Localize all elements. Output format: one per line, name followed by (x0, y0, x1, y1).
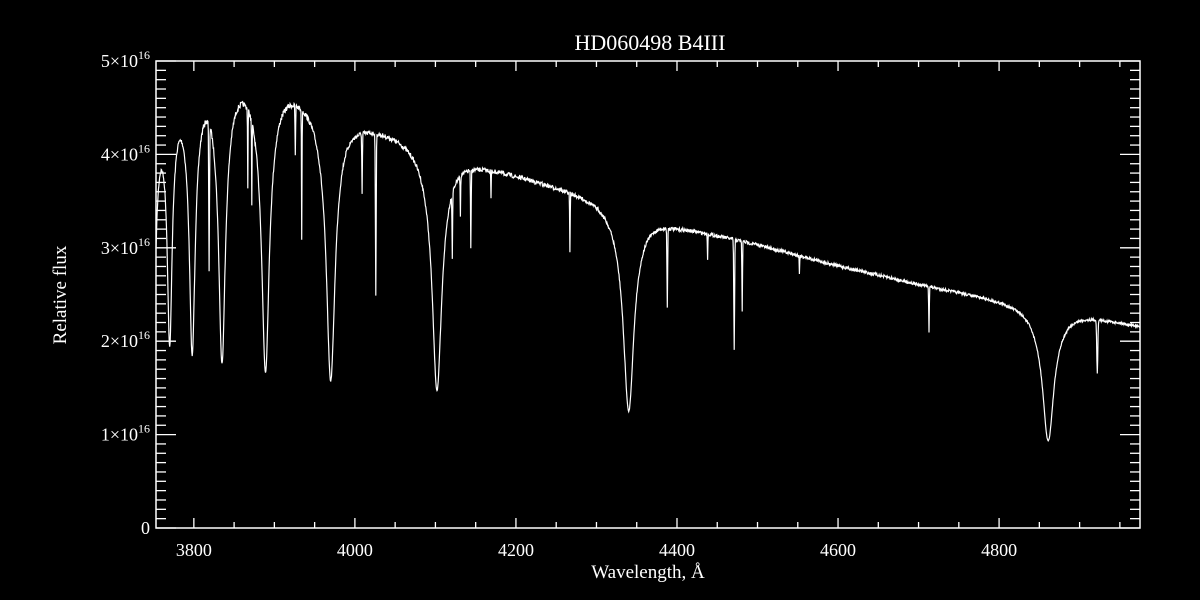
x-tick-label: 4200 (498, 540, 534, 560)
y-tick-label: 5×1016 (101, 48, 150, 71)
y-tick-label: 0 (141, 518, 150, 538)
x-tick-label: 4400 (659, 540, 695, 560)
x-axis-label: Wavelength, Å (591, 562, 705, 583)
y-tick-label: 1×1016 (101, 422, 150, 445)
axis-ticks (156, 60, 1140, 529)
spectrum-line (155, 100, 1141, 443)
y-tick-label: 3×1016 (101, 235, 150, 258)
plot-frame (155, 60, 1141, 529)
x-tick-label: 3800 (176, 540, 212, 560)
x-tick-label: 4800 (981, 540, 1017, 560)
y-tick-label: 2×1016 (101, 328, 150, 351)
y-axis-label: Relative flux (50, 245, 71, 344)
x-tick-label: 4600 (820, 540, 856, 560)
y-tick-label: 4×1016 (101, 141, 150, 164)
x-tick-label: 4000 (337, 540, 373, 560)
tick-labels: 3800 4000 4200 4400 4600 4800 0 1×1016 2×1016 3×1… (101, 48, 1017, 560)
chart-title: HD060498 B4III (575, 30, 726, 55)
